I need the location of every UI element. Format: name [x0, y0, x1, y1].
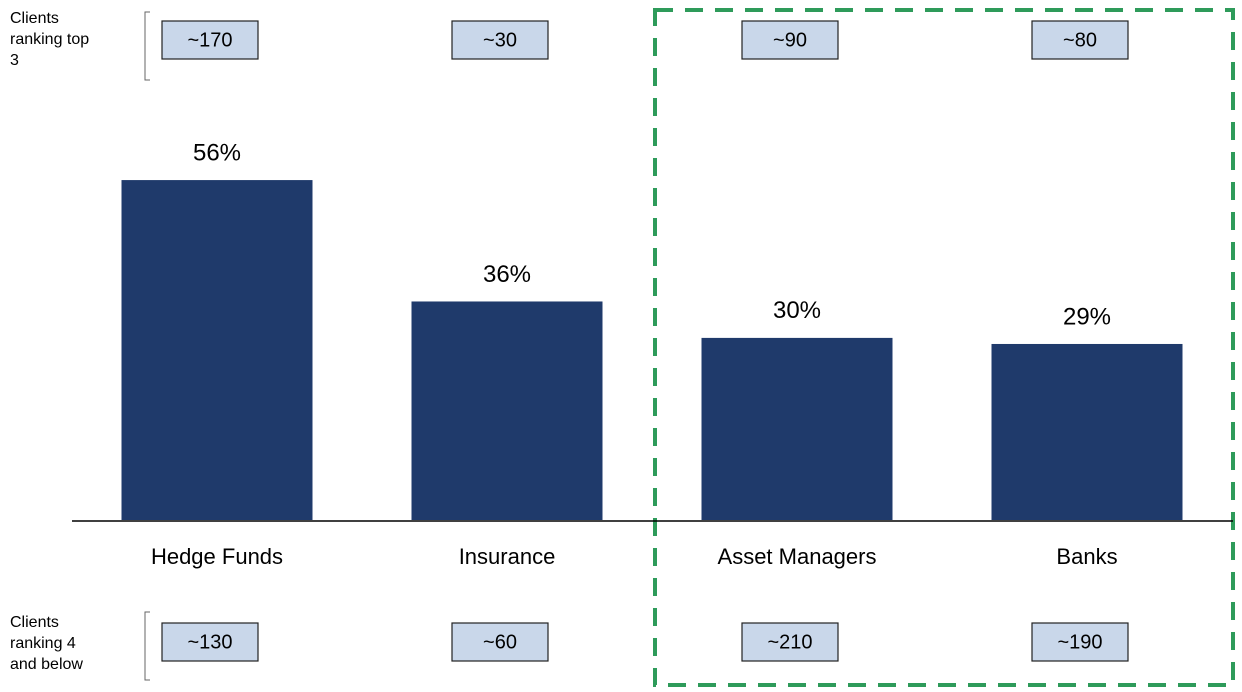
bar	[701, 337, 893, 520]
value-label: 29%	[1063, 303, 1111, 330]
bracket	[144, 611, 150, 681]
count-box	[1031, 20, 1129, 60]
count-label: ~170	[187, 29, 232, 51]
highlight-frame	[653, 8, 1235, 687]
count-box	[451, 20, 549, 60]
x-tick-label: Asset Managers	[718, 544, 877, 569]
value-label: 30%	[773, 297, 821, 324]
bracket	[144, 11, 150, 81]
bar	[991, 343, 1183, 520]
count-box	[451, 622, 549, 662]
value-label: 36%	[483, 261, 531, 288]
x-tick-label: Hedge Funds	[151, 544, 283, 569]
count-label: ~90	[773, 29, 807, 51]
count-box	[741, 622, 839, 662]
x-tick-label: Banks	[1056, 544, 1117, 569]
bottom-label: Clients ranking 4 and below	[10, 614, 83, 673]
count-label: ~60	[483, 631, 517, 653]
count-label: ~80	[1063, 29, 1097, 51]
top-label: Clients ranking top 3	[10, 10, 90, 69]
x-tick-label: Insurance	[459, 544, 556, 569]
count-label: ~210	[767, 631, 812, 653]
value-label: 56%	[193, 139, 241, 166]
count-label: ~190	[1057, 631, 1102, 653]
bar	[411, 301, 603, 520]
count-label: ~30	[483, 29, 517, 51]
count-box	[1031, 622, 1129, 662]
count-box	[161, 622, 259, 662]
bar	[121, 180, 313, 520]
count-box	[161, 20, 259, 60]
count-box	[741, 20, 839, 60]
count-label: ~130	[187, 631, 232, 653]
